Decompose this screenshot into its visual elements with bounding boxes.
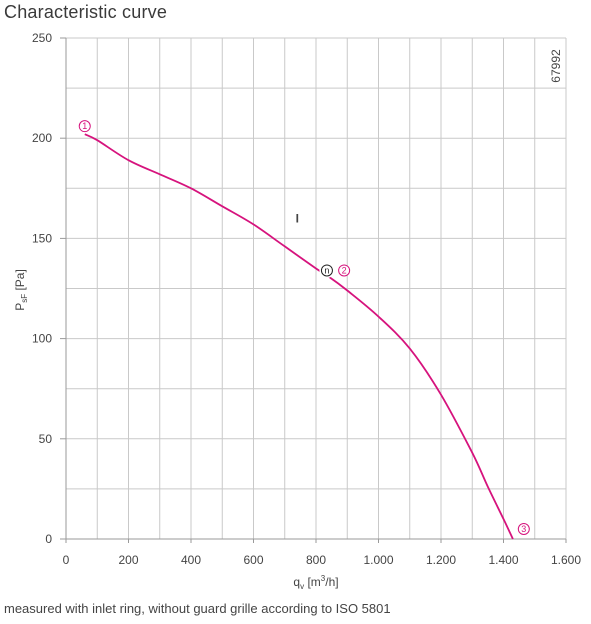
- curve-label: I: [296, 211, 299, 225]
- x-axis-label-unit-post: /h]: [325, 575, 338, 589]
- markers-layer: n 1 2 3 I: [78, 120, 530, 535]
- nominal-point-label: n: [324, 265, 329, 275]
- y-axis-label-sub: sF: [20, 294, 29, 303]
- operating-point-label: 2: [342, 265, 347, 275]
- x-tick-label: 1.600: [551, 553, 581, 567]
- operating-point-marker: [517, 522, 530, 535]
- x-axis-label-sub: v: [300, 582, 304, 591]
- y-axis-label: PsF [Pa]: [13, 269, 29, 311]
- x-tick-label: 400: [181, 553, 201, 567]
- x-tick-label: 0: [63, 553, 70, 567]
- y-tick-label: 0: [45, 532, 52, 546]
- x-tick-label: 200: [118, 553, 138, 567]
- y-axis-label-unit: [Pa]: [13, 269, 27, 294]
- x-axis-label: qv [m3/h]: [293, 574, 338, 591]
- chart-title: Characteristic curve: [4, 2, 168, 22]
- code-label: 67992: [549, 49, 563, 83]
- y-tick-label: 200: [32, 131, 52, 145]
- footnote: measured with inlet ring, without guard …: [4, 601, 391, 616]
- x-tick-label: 600: [243, 553, 263, 567]
- series-layer: [84, 133, 514, 540]
- y-tick-label: 100: [32, 332, 52, 346]
- grid: [65, 37, 567, 540]
- operating-point-marker: [338, 264, 351, 277]
- x-tick-label: 1.400: [488, 553, 518, 567]
- nominal-point-marker: [320, 264, 333, 277]
- x-axis-label-unit-pre: [m: [304, 575, 321, 589]
- x-tick-label: 1.000: [363, 553, 393, 567]
- tick-labels: 0 200 400 600 800 1.000 1.200 1.400 1.600 0 50 100 1…: [32, 31, 581, 567]
- y-axis-label-main: P: [13, 303, 27, 311]
- x-tick-label: 1.200: [426, 553, 456, 567]
- x-axis-label-sup: 3: [321, 574, 326, 583]
- axes: [60, 37, 567, 543]
- y-tick-label: 50: [39, 432, 53, 446]
- x-tick-label: 800: [306, 553, 326, 567]
- operating-point-marker: [78, 120, 91, 133]
- x-axis-label-main: q: [293, 575, 300, 589]
- y-tick-label: 250: [32, 31, 52, 45]
- y-tick-label: 150: [32, 231, 52, 245]
- operating-point-label: 1: [82, 121, 87, 131]
- curve-line: [84, 133, 514, 540]
- operating-point-label: 3: [521, 524, 526, 534]
